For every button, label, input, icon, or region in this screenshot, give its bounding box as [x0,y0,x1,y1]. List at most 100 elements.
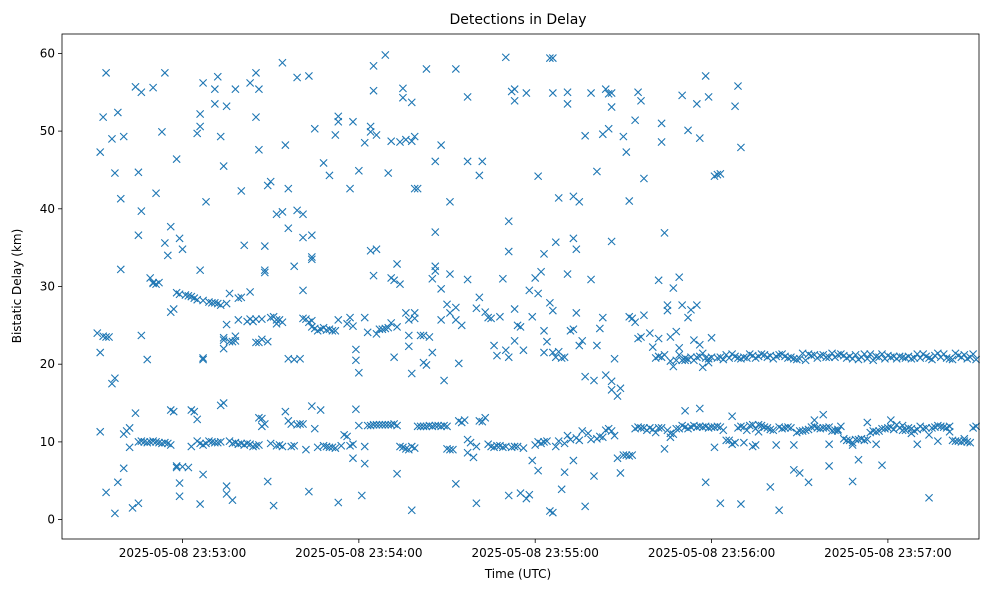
data-point [554,437,563,446]
data-point [836,422,845,431]
data-point [622,451,631,460]
data-point [548,54,557,63]
data-point [231,332,240,341]
data-point [137,331,146,340]
data-point [143,355,152,364]
data-point [510,305,519,314]
data-point [828,349,837,358]
data-point [299,233,307,242]
data-point [251,68,260,77]
data-point [457,321,466,330]
data-point [234,315,243,324]
data-point [219,336,228,345]
data-point [196,500,205,509]
data-point [775,506,784,515]
data-point [560,439,569,448]
data-point [628,451,637,460]
data-point [695,422,704,431]
data-point [393,322,402,331]
data-point [880,424,889,433]
data-point [610,354,619,363]
data-point [454,359,463,368]
data-point [731,438,740,447]
data-point [307,231,316,240]
data-point [478,417,487,426]
data-point [422,360,431,369]
data-point [134,168,143,177]
data-point [146,437,155,446]
data-point [495,312,504,321]
data-point [654,352,663,361]
data-point [807,351,816,360]
data-point [219,344,228,353]
data-point [196,266,205,275]
data-point [272,319,281,328]
data-point [819,410,828,419]
data-point [939,350,948,359]
data-point [398,93,407,102]
data-point [798,427,807,435]
data-point [196,122,205,131]
data-point [484,313,493,322]
x-axis-label: Time (UTC) [484,567,551,581]
data-point [348,454,357,463]
data-point [783,423,792,432]
data-point [637,96,645,105]
data-point [904,423,913,432]
data-point [969,350,978,359]
x-tick-label: 2025-05-08 23:55:00 [471,546,598,560]
x-tick-label: 2025-05-08 23:56:00 [648,546,775,560]
data-point [681,406,690,415]
data-point [225,289,234,298]
data-point [607,103,616,112]
data-point [551,442,560,451]
data-point [381,420,390,429]
data-point [481,308,490,317]
data-point [99,113,108,122]
data-point [472,304,481,313]
data-point [510,85,519,94]
data-point [443,422,452,431]
data-point [293,73,302,82]
data-point [401,444,410,453]
data-point [945,427,954,436]
data-point [149,83,158,92]
data-point [563,431,572,440]
data-point [648,343,657,352]
data-point [684,313,693,322]
data-point [210,298,219,307]
data-point [639,311,648,320]
data-point [475,416,484,425]
data-point [445,445,454,454]
data-point [960,434,969,443]
data-point [443,300,452,309]
data-point [966,438,975,447]
data-point [936,422,945,431]
data-point [769,426,778,435]
data-point [475,293,484,302]
data-point [725,436,734,445]
data-point [360,459,369,468]
data-point [116,194,125,203]
data-point [193,129,202,138]
data-point [216,301,225,310]
data-point [563,99,572,108]
data-point [263,477,272,486]
data-point [348,440,357,449]
data-point [175,492,184,501]
data-point [134,437,143,446]
plot-frame [61,33,980,540]
data-point [387,319,396,328]
data-point [410,444,419,453]
data-point [607,385,616,394]
y-tick-label: 50 [40,124,55,138]
data-point [657,138,666,146]
data-point [540,348,549,357]
data-point [334,498,343,507]
data-point [869,356,878,365]
data-point [927,423,936,432]
data-point [357,491,366,500]
data-point [916,353,925,362]
data-point [351,405,360,414]
data-point [204,437,213,446]
